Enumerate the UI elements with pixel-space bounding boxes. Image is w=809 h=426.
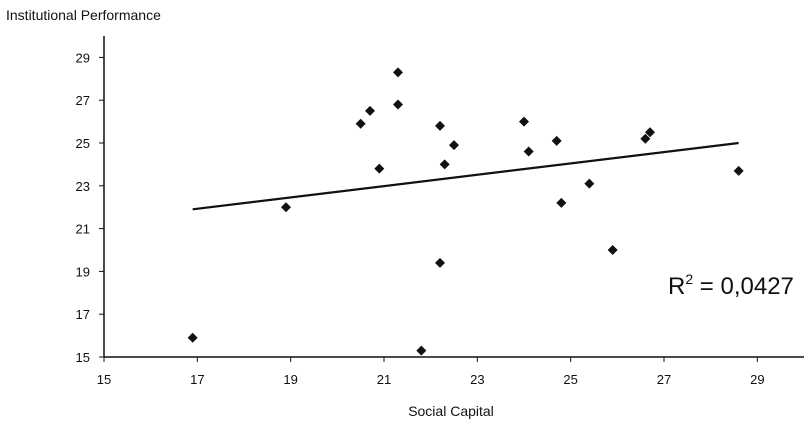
y-tick-label: 19 — [76, 264, 90, 279]
r-squared-annotation: R2 = 0,0427 — [668, 271, 794, 300]
x-tick-label: 29 — [750, 372, 764, 387]
data-point — [393, 67, 403, 78]
r-squared-prefix: R — [668, 273, 685, 300]
x-tick-label: 17 — [190, 372, 204, 387]
data-point — [645, 127, 655, 138]
x-tick-label: 19 — [283, 372, 297, 387]
data-point — [519, 116, 529, 127]
x-tick-label: 27 — [657, 372, 671, 387]
y-tick-label: 25 — [76, 136, 90, 151]
data-point — [365, 105, 375, 116]
data-point — [584, 178, 595, 189]
data-point — [393, 99, 403, 110]
data-point — [640, 133, 651, 144]
axes — [103, 36, 804, 358]
data-point — [355, 118, 366, 129]
data-point — [281, 202, 291, 213]
data-point — [374, 163, 385, 174]
r-squared-value: = 0,0427 — [693, 273, 794, 300]
y-tick-label: 29 — [76, 50, 90, 65]
data-point — [439, 159, 450, 170]
x-ticks: 15 17 19 21 23 25 27 29 — [97, 357, 765, 387]
y-ticks: 15 17 19 21 23 25 27 29 — [76, 50, 104, 365]
data-point — [733, 165, 744, 176]
data-point — [523, 146, 534, 157]
data-point — [435, 120, 445, 131]
y-tick-label: 27 — [76, 93, 90, 108]
y-tick-label: 21 — [76, 222, 90, 237]
data-points — [187, 67, 744, 356]
y-tick-label: 23 — [76, 179, 90, 194]
trendline — [192, 141, 739, 211]
y-axis-title: Institutional Performance — [6, 7, 161, 23]
data-point — [556, 197, 567, 208]
r-squared-superscript: 2 — [685, 271, 693, 287]
data-point — [435, 257, 445, 268]
data-point — [187, 332, 198, 343]
data-point — [551, 135, 562, 146]
x-axis-title: Social Capital — [408, 403, 494, 419]
y-tick-label: 17 — [76, 307, 90, 322]
y-tick-label: 15 — [76, 350, 90, 365]
data-point — [416, 345, 427, 356]
x-tick-label: 21 — [377, 372, 391, 387]
data-point — [449, 140, 459, 151]
x-tick-label: 25 — [563, 372, 577, 387]
data-point — [607, 245, 618, 255]
x-tick-label: 23 — [470, 372, 484, 387]
x-tick-label: 15 — [97, 372, 111, 387]
